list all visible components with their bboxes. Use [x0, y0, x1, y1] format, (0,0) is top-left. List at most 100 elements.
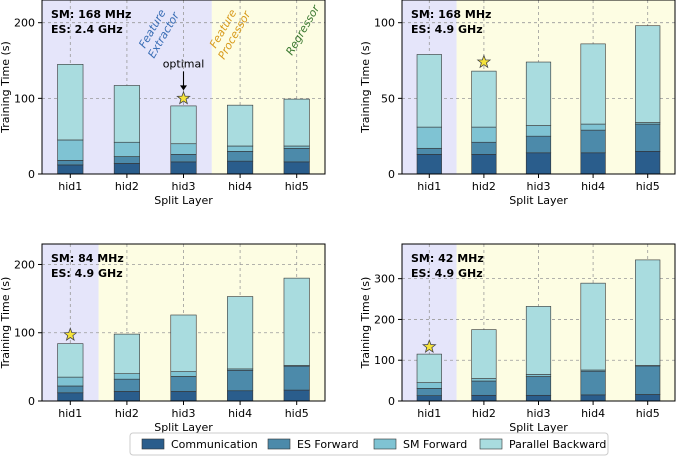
- bar-hid3-parallel-backward: [170, 314, 197, 372]
- info-line-2: ES: 4.9 GHz: [411, 267, 483, 280]
- x-tick-label: hid5: [285, 407, 309, 420]
- x-tick-label: hid3: [526, 180, 550, 193]
- bar-hid5-communication: [635, 151, 661, 175]
- chart-panel-4: 0 100 200 300 hid1 hid2 hid3 hid4 hid5 Split Laye…: [359, 243, 676, 434]
- bar-hid1-es-forward: [57, 160, 84, 166]
- bar-hid4-parallel-backward: [227, 296, 254, 370]
- bar-hid2-sm-forward: [113, 141, 140, 157]
- bar-hid2-parallel-backward: [113, 85, 140, 143]
- x-tick-label: hid2: [115, 407, 139, 420]
- legend-swatch-2: [267, 438, 291, 450]
- optimal-star-icon: [422, 339, 437, 353]
- bar-hid3-communication: [170, 391, 197, 402]
- bar-hid3-parallel-backward: [170, 105, 197, 145]
- bar-hid1-es-forward: [57, 385, 84, 394]
- bar-hid3-communication: [525, 152, 552, 175]
- bar-hid2-sm-forward: [471, 126, 497, 143]
- bar-hid4-communication: [227, 160, 254, 175]
- bar-hid1-communication: [416, 154, 442, 175]
- bar-hid3-parallel-backward: [525, 306, 552, 375]
- bar-hid2-es-forward: [471, 141, 497, 155]
- y-tick-label: 200: [14, 17, 35, 30]
- x-tick-label: hid1: [58, 407, 82, 420]
- bar-hid2-communication: [471, 394, 497, 402]
- bar-hid4-es-forward: [580, 370, 606, 396]
- bar-hid5-communication: [283, 389, 310, 402]
- bar-hid1-communication: [57, 392, 84, 402]
- bar-hid2-sm-forward: [113, 373, 140, 380]
- legend-label-2: ES Forward: [297, 438, 359, 451]
- info-line-1: SM: 84 MHz: [51, 252, 124, 265]
- legend-box: [129, 432, 609, 456]
- info-line-2: ES: 4.9 GHz: [411, 23, 483, 36]
- y-tick-label: 100: [374, 17, 395, 30]
- bar-hid4-communication: [580, 152, 606, 175]
- bar-hid4-es-forward: [227, 369, 254, 392]
- bar-hid3-es-forward: [170, 154, 197, 163]
- info-line-1: SM: 168 MHz: [411, 8, 491, 21]
- x-tick-label: hid1: [417, 407, 441, 420]
- y-axis-label: Training Time (s): [359, 41, 372, 134]
- bar-hid2-es-forward: [471, 380, 497, 396]
- y-tick-label: 200: [374, 313, 395, 326]
- x-tick-label: hid5: [636, 407, 660, 420]
- x-tick-label: hid4: [581, 407, 605, 420]
- bar-hid4-parallel-backward: [580, 282, 606, 371]
- bar-hid5-es-forward: [283, 365, 310, 391]
- bar-hid2-parallel-backward: [113, 333, 140, 374]
- legend-label-4: Parallel Backward: [509, 438, 606, 451]
- legend-label-1: Communication: [171, 438, 258, 451]
- bar-hid1-communication: [57, 164, 84, 175]
- bar-hid3-es-forward: [170, 376, 197, 392]
- bar-hid2-es-forward: [113, 378, 140, 392]
- y-tick-label: 50: [381, 92, 395, 105]
- bar-hid3-parallel-backward: [525, 61, 552, 126]
- bar-hid5-parallel-backward: [283, 277, 310, 366]
- bar-hid5-es-forward: [283, 147, 310, 163]
- y-tick-label: 0: [28, 395, 35, 408]
- y-tick-label: 0: [388, 168, 395, 181]
- bar-hid5-es-forward: [635, 365, 661, 395]
- bar-hid4-sm-forward: [580, 123, 606, 131]
- x-axis-label: Split Layer: [509, 194, 568, 207]
- bar-hid1-communication: [416, 395, 442, 402]
- bar-hid5-communication: [635, 394, 661, 402]
- y-tick-label: 300: [374, 273, 395, 286]
- y-tick-label: 0: [28, 168, 35, 181]
- x-tick-label: hid1: [417, 180, 441, 193]
- bar-hid4-parallel-backward: [227, 104, 254, 147]
- bar-hid3-communication: [525, 394, 552, 402]
- y-tick-label: 100: [14, 92, 35, 105]
- bar-hid2-es-forward: [113, 156, 140, 164]
- bar-hid4-es-forward: [227, 151, 254, 162]
- x-axis-label: Split Layer: [154, 194, 213, 207]
- bar-hid4-es-forward: [580, 129, 606, 154]
- optimal-star-icon: [476, 54, 492, 69]
- y-tick-label: 100: [14, 327, 35, 340]
- bar-hid3-es-forward: [525, 376, 552, 396]
- x-tick-label: hid5: [636, 180, 660, 193]
- bar-hid4-communication: [227, 390, 254, 402]
- legend: Communication ES Forward SM Forward Paralle…: [129, 432, 609, 456]
- bar-hid1-sm-forward: [416, 382, 442, 389]
- bar-hid2-sm-forward: [471, 378, 497, 382]
- x-tick-label: hid4: [228, 407, 252, 420]
- bar-hid1-parallel-backward: [416, 54, 442, 128]
- legend-swatch-4: [479, 438, 503, 450]
- info-line-1: SM: 168 MHz: [51, 8, 131, 21]
- bar-hid1-es-forward: [416, 147, 442, 155]
- bar-hid5-parallel-backward: [283, 98, 310, 147]
- x-tick-label: hid1: [58, 180, 82, 193]
- optimal-star-icon: [63, 327, 78, 341]
- y-tick-label: 0: [388, 395, 395, 408]
- x-tick-label: hid5: [285, 180, 309, 193]
- x-tick-label: hid4: [581, 180, 605, 193]
- bar-hid1-es-forward: [416, 388, 442, 396]
- bar-hid1-parallel-backward: [416, 353, 442, 383]
- info-line-2: ES: 4.9 GHz: [51, 267, 123, 280]
- bar-hid2-parallel-backward: [471, 329, 497, 379]
- bar-hid5-communication: [283, 161, 310, 175]
- bar-hid3-sm-forward: [170, 143, 197, 155]
- bar-hid5-sm-forward: [283, 145, 310, 149]
